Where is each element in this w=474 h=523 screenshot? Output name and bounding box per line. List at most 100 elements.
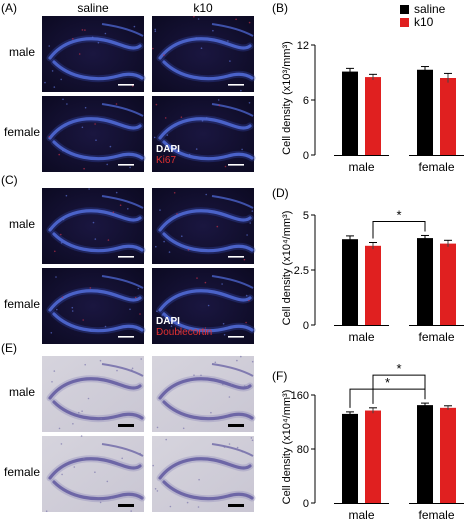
cell-dot — [241, 148, 243, 151]
cell-dot — [91, 36, 94, 39]
cell-dot — [139, 452, 141, 455]
micrograph-tile — [42, 356, 146, 432]
x-category-label: male — [348, 508, 374, 522]
y-axis-label: Cell density (x10³/mm³) — [281, 41, 293, 155]
cell-dot — [168, 251, 171, 253]
cell-dot — [83, 167, 85, 170]
cell-dot — [248, 21, 251, 24]
cell-dot — [72, 38, 74, 40]
row-label: male — [9, 45, 35, 59]
granule-layer-upper — [158, 117, 252, 140]
significance-bracket — [349, 388, 426, 408]
granule-layer-upper — [48, 117, 142, 140]
cell-dot — [99, 359, 102, 362]
cell-dot — [48, 135, 51, 138]
cell-dot — [50, 332, 53, 334]
cell-dot — [166, 134, 169, 136]
cell-dot — [100, 417, 102, 420]
cell-dot — [164, 117, 167, 119]
ca-layer — [211, 275, 254, 289]
cell-dot — [176, 213, 178, 215]
column-header: saline — [77, 1, 109, 15]
cell-dot — [216, 225, 219, 228]
cell-dot — [119, 204, 122, 206]
cell-dot — [248, 102, 251, 104]
scale-bar — [118, 164, 134, 166]
cell-dot — [205, 117, 208, 119]
cell-dot — [204, 281, 207, 284]
ca-layer — [101, 275, 144, 289]
x-category-label: male — [348, 160, 374, 174]
cell-dot — [95, 139, 97, 141]
cell-dot — [214, 361, 217, 364]
cell-dot — [72, 423, 74, 425]
cell-dot — [88, 188, 90, 190]
cell-dot — [134, 296, 137, 299]
scale-bar — [228, 256, 244, 258]
panel-letter: (F) — [272, 369, 287, 383]
cell-dot — [121, 457, 123, 460]
cell-dot — [187, 249, 190, 251]
granule-layer-lower — [52, 480, 144, 501]
ca-layer — [211, 443, 254, 457]
cell-dot — [127, 208, 129, 210]
ca-layer — [101, 363, 144, 377]
row-label: male — [9, 385, 35, 399]
micrograph-tile — [152, 355, 256, 432]
cell-dot — [45, 510, 48, 512]
cell-dot — [170, 325, 173, 328]
cell-dot — [81, 410, 83, 413]
cell-dot — [243, 258, 246, 261]
cell-dot — [129, 308, 131, 311]
bar-saline-female — [417, 69, 433, 155]
granule-layer-lower — [162, 60, 254, 81]
cell-dot — [163, 54, 165, 56]
cell-dot — [139, 313, 141, 315]
legend-swatch-saline — [400, 5, 409, 14]
cell-dot — [235, 18, 237, 21]
bar-saline-female — [417, 405, 433, 503]
granule-layer-upper — [158, 289, 252, 312]
cell-dot — [236, 446, 239, 449]
cell-dot — [78, 411, 80, 414]
y-tick-label: 80 — [297, 444, 309, 456]
bar-k10-male — [365, 410, 381, 503]
cell-dot — [61, 296, 64, 299]
ca-layer — [211, 103, 254, 117]
cell-dot — [58, 153, 60, 156]
bar-k10-female — [440, 78, 456, 155]
y-tick-label: 0 — [303, 150, 309, 162]
cell-dot — [180, 116, 183, 118]
bar-saline-male — [342, 239, 358, 325]
y-tick-label: 5 — [303, 210, 309, 222]
granule-layer-upper — [48, 457, 142, 480]
cell-dot — [201, 120, 204, 122]
cell-dot — [165, 438, 167, 441]
cell-dot — [157, 331, 159, 334]
cell-dot — [156, 490, 159, 492]
cell-dot — [53, 370, 56, 372]
cell-dot — [155, 245, 157, 248]
cell-dot — [84, 29, 86, 31]
cell-dot — [48, 228, 51, 230]
cell-dot — [222, 383, 224, 386]
cell-dot — [227, 40, 229, 42]
cell-dot — [94, 123, 96, 125]
cell-dot — [179, 330, 181, 333]
micrograph-tile — [42, 435, 146, 512]
micrograph-tile — [152, 436, 256, 512]
micrograph-section: (A) saline k10malefemaleDAPIKi67(C)malefem… — [1, 1, 256, 512]
y-tick-label: 160 — [291, 390, 309, 402]
bar-k10-male — [365, 245, 381, 325]
cell-dot — [82, 319, 84, 321]
cell-dot — [241, 450, 244, 453]
legend-label: saline — [414, 2, 446, 16]
cell-dot — [236, 359, 238, 362]
cell-dot — [251, 210, 254, 212]
cell-dot — [83, 457, 85, 460]
significance-bracket — [372, 374, 426, 404]
cell-dot — [207, 304, 210, 307]
cell-dot — [195, 37, 197, 39]
cell-dot — [205, 193, 207, 196]
